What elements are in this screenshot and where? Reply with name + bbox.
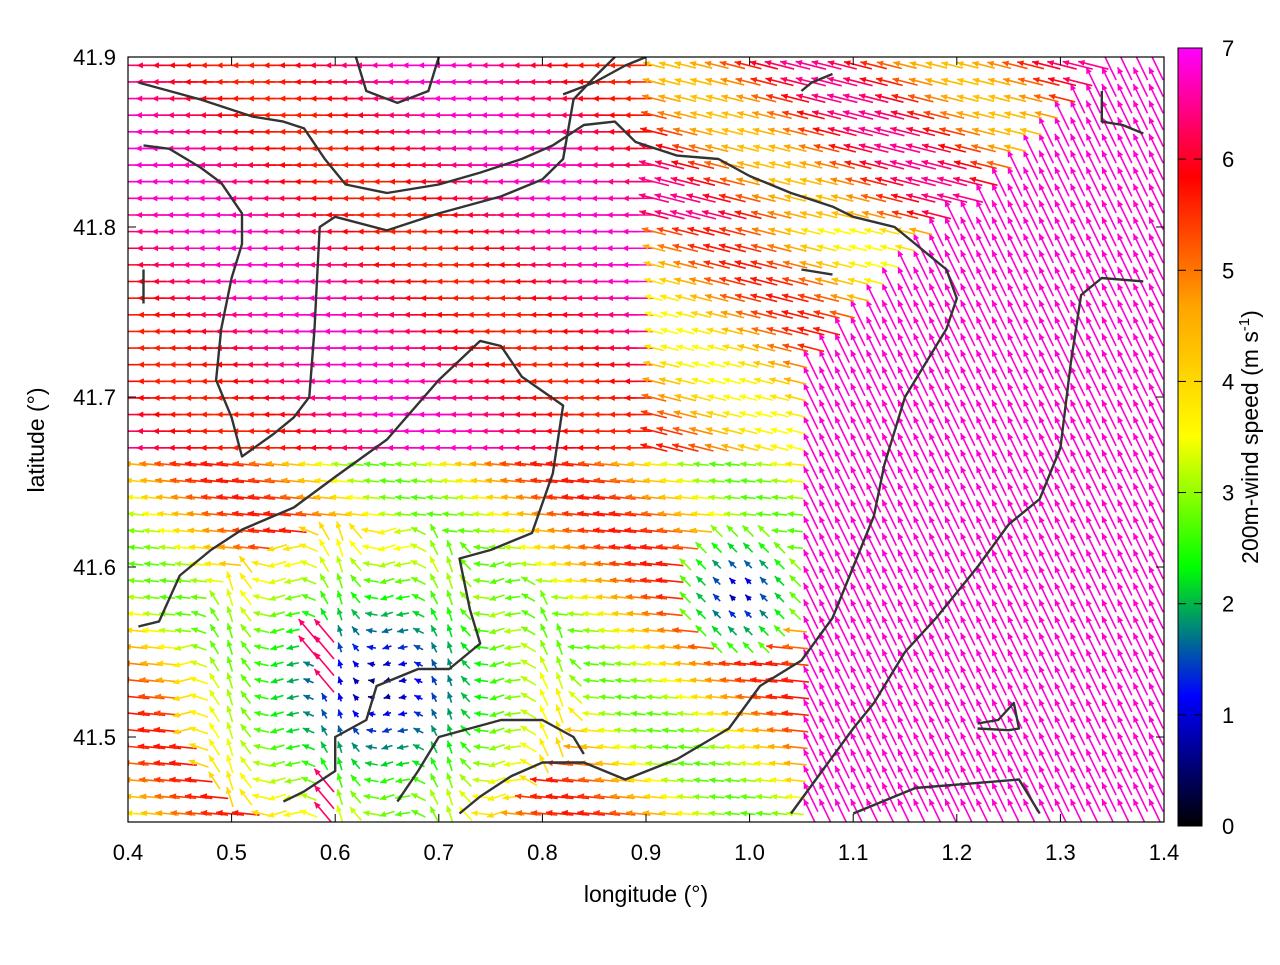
x-tick-label: 1.4 [1149, 840, 1180, 865]
colorbar-tick-label: 2 [1222, 592, 1234, 617]
y-tick-label: 41.5 [73, 725, 116, 750]
colorbar-tick-label: 7 [1222, 36, 1234, 61]
x-tick-label: 0.4 [113, 840, 144, 865]
colorbar-tick-label: 6 [1222, 147, 1234, 172]
x-tick-label: 0.9 [631, 840, 662, 865]
x-tick-label: 0.7 [424, 840, 455, 865]
x-axis-label: longitude (°) [584, 881, 708, 907]
x-tick-label: 1.2 [942, 840, 973, 865]
y-tick-label: 41.8 [73, 215, 116, 240]
y-tick-label: 41.9 [73, 45, 116, 70]
x-tick-label: 1.3 [1045, 840, 1076, 865]
colorbar-tick-label: 0 [1222, 814, 1234, 839]
x-tick-label: 0.5 [216, 840, 247, 865]
colorbar-tick-label: 1 [1222, 703, 1234, 728]
x-tick-label: 1.1 [838, 840, 869, 865]
colorbar [1178, 48, 1202, 826]
x-tick-label: 1.0 [734, 840, 765, 865]
y-axis-label: latitude (°) [23, 387, 49, 492]
colorbar-tick-label: 4 [1222, 369, 1234, 394]
y-tick-label: 41.6 [73, 555, 116, 580]
colorbar-tick-label: 5 [1222, 258, 1234, 283]
x-tick-label: 0.8 [527, 840, 558, 865]
colorbar-tick-label: 3 [1222, 481, 1234, 506]
x-tick-label: 0.6 [320, 840, 351, 865]
y-tick-label: 41.7 [73, 385, 116, 410]
colorbar-label: 200m-wind speed (m s-1) [1236, 310, 1263, 564]
